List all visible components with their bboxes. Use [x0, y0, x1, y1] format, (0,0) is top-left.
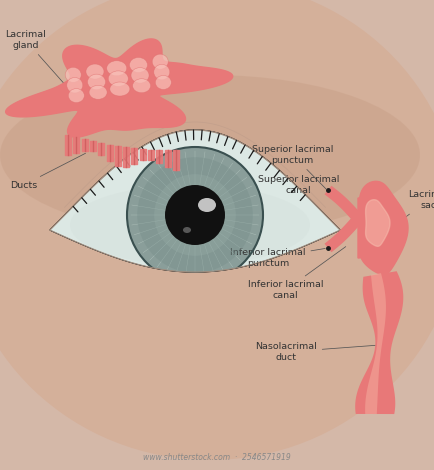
Polygon shape: [325, 208, 368, 252]
Polygon shape: [359, 181, 408, 274]
Ellipse shape: [89, 85, 107, 99]
Text: Lacrimal
gland: Lacrimal gland: [5, 30, 66, 86]
Text: Superior lacrimal
punctum: Superior lacrimal punctum: [252, 145, 333, 189]
Polygon shape: [358, 198, 376, 258]
Ellipse shape: [86, 64, 104, 79]
Ellipse shape: [68, 88, 84, 102]
Text: Superior lacrimal
canal: Superior lacrimal canal: [258, 175, 342, 201]
Ellipse shape: [155, 76, 171, 89]
Ellipse shape: [154, 64, 170, 80]
Text: Lacrimal
sac: Lacrimal sac: [397, 190, 434, 223]
Ellipse shape: [107, 61, 127, 76]
Ellipse shape: [65, 67, 81, 82]
Ellipse shape: [0, 0, 434, 460]
Text: www.shutterstock.com  ·  2546571919: www.shutterstock.com · 2546571919: [143, 454, 291, 462]
Ellipse shape: [165, 185, 225, 245]
Polygon shape: [325, 186, 372, 234]
Ellipse shape: [88, 74, 105, 90]
Text: Inferior lacrimal
canal: Inferior lacrimal canal: [248, 247, 346, 300]
Text: Ducts: Ducts: [10, 153, 85, 189]
Ellipse shape: [70, 185, 310, 265]
Ellipse shape: [154, 174, 236, 256]
Ellipse shape: [133, 78, 151, 93]
Polygon shape: [365, 273, 386, 414]
Ellipse shape: [108, 71, 128, 86]
Ellipse shape: [0, 75, 420, 235]
Polygon shape: [355, 271, 403, 414]
Ellipse shape: [129, 57, 148, 72]
Ellipse shape: [152, 54, 168, 69]
Ellipse shape: [67, 78, 83, 93]
Ellipse shape: [110, 82, 130, 96]
Polygon shape: [6, 39, 233, 137]
Ellipse shape: [183, 227, 191, 233]
Ellipse shape: [131, 68, 149, 83]
Text: Nasolacrimal
duct: Nasolacrimal duct: [255, 342, 377, 362]
Ellipse shape: [198, 198, 216, 212]
Ellipse shape: [127, 147, 263, 283]
Text: Inferior lacrimal
punctum: Inferior lacrimal punctum: [230, 248, 325, 268]
Ellipse shape: [137, 157, 253, 273]
Polygon shape: [365, 200, 390, 246]
Polygon shape: [50, 130, 340, 272]
PathPatch shape: [50, 130, 340, 272]
Ellipse shape: [168, 188, 222, 242]
